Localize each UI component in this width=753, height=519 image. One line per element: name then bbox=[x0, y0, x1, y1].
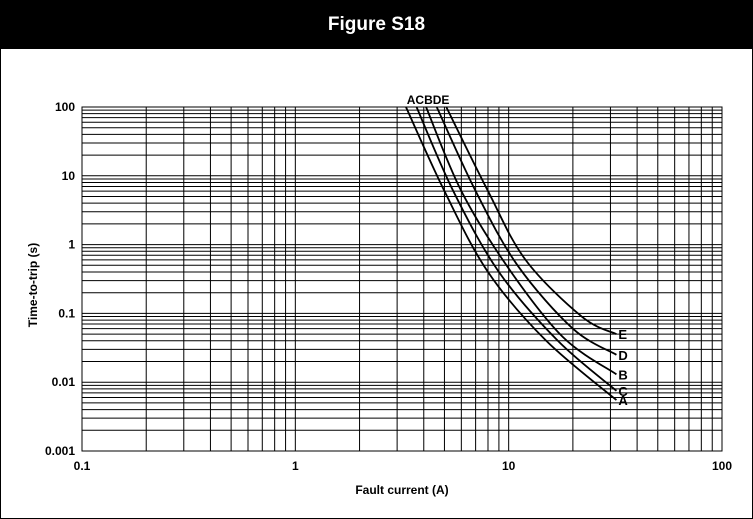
series-top-label: ACBDE bbox=[407, 93, 450, 107]
figure-header: Figure S18 bbox=[1, 1, 752, 49]
series-end-labels: ACBDE bbox=[618, 327, 628, 408]
curve-D bbox=[435, 106, 617, 356]
curve-C bbox=[415, 106, 618, 392]
curve-E bbox=[445, 106, 617, 335]
plot-border bbox=[81, 106, 723, 452]
y-tick-label: 100 bbox=[55, 100, 75, 114]
y-tick-label: 1 bbox=[68, 238, 75, 252]
x-tick-label: 10 bbox=[502, 459, 516, 473]
curve-A bbox=[405, 106, 618, 401]
y-tick-label: 0.01 bbox=[52, 375, 76, 389]
x-axis-label: Fault current (A) bbox=[355, 483, 448, 497]
curve-label-E: E bbox=[618, 327, 627, 342]
x-tick-label: 100 bbox=[712, 459, 732, 473]
curve-label-D: D bbox=[618, 348, 627, 363]
x-tick-labels: 0.1 1 10 100 bbox=[74, 459, 733, 473]
y-axis-label: Time-to-trip (s) bbox=[26, 243, 40, 327]
y-tick-label: 10 bbox=[62, 169, 76, 183]
x-tick-label: 1 bbox=[292, 459, 299, 473]
y-tick-label: 0.001 bbox=[45, 444, 75, 458]
curve-label-B: B bbox=[618, 367, 627, 382]
curve-label-C: C bbox=[618, 384, 628, 399]
figure-title: Figure S18 bbox=[327, 14, 426, 35]
chart-curves bbox=[405, 106, 618, 401]
curve-B bbox=[425, 106, 617, 376]
x-tick-label: 0.1 bbox=[74, 459, 91, 473]
curve-label-A: A bbox=[618, 393, 628, 408]
y-tick-label: 0.1 bbox=[58, 306, 75, 320]
y-tick-labels: 0.001 0.01 0.1 1 10 100 bbox=[45, 100, 75, 458]
